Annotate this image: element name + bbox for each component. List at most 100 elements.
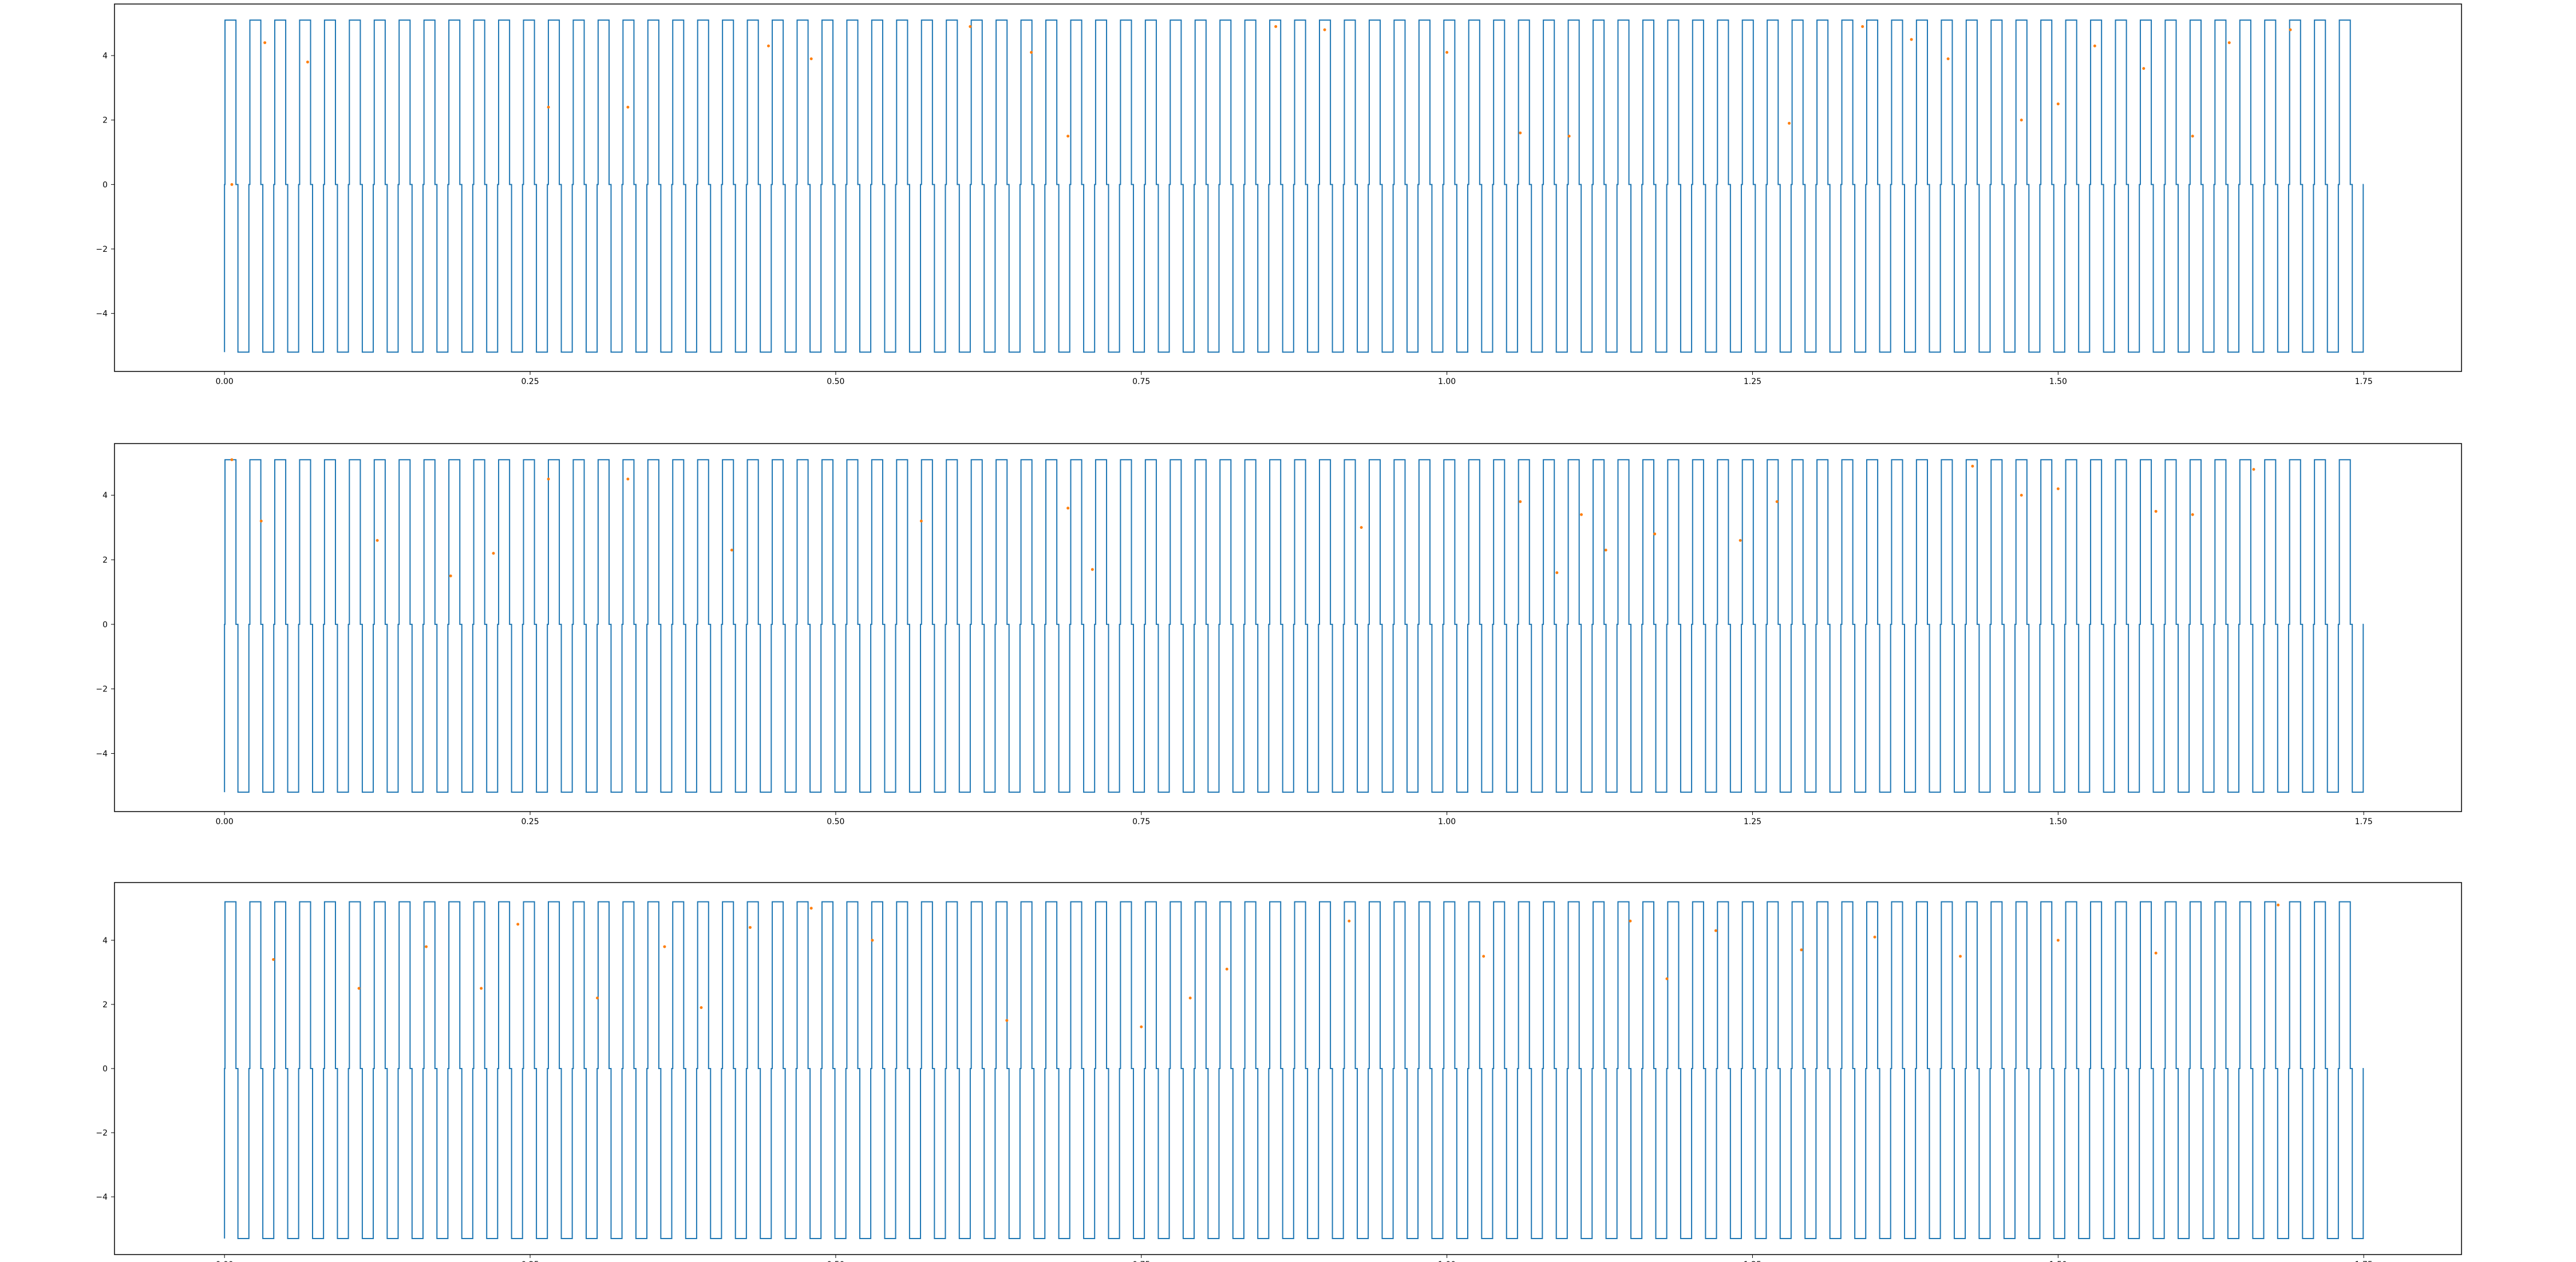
marker-point [1091,568,1094,571]
marker-point [809,57,813,61]
x-tick-label: 1.50 [2049,817,2067,826]
marker-point [1482,955,1485,958]
x-tick-label: 1.00 [1438,817,1456,826]
marker-point [1030,50,1033,54]
marker-point [2154,951,2158,955]
marker-point [626,105,630,109]
y-tick-label: −2 [96,685,108,694]
marker-point [1788,121,1791,125]
marker-point [449,574,452,577]
marker-point [1519,131,1522,134]
signal-series-line [224,901,2364,1239]
y-tick-label: 2 [102,116,108,125]
axes-frame [114,882,2462,1255]
marker-point [2056,487,2060,490]
marker-point [1910,38,1913,41]
marker-point [2191,134,2194,138]
marker-point [871,939,874,942]
x-tick-label: 0.75 [1132,1260,1150,1262]
marker-point [1665,977,1669,980]
x-tick-label: 1.75 [2355,817,2373,826]
x-tick-label: 1.50 [2049,377,2067,386]
marker-point [1946,57,1950,61]
x-tick-label: 0.25 [521,1260,539,1262]
chart-panel-1: 0.00 0.25 0.50 0.75 1.00 1.25 1.50 1.75 −4 −2 0 2 4 [96,3,2462,386]
marker-point [259,519,263,523]
y-tick-label: −4 [96,1193,108,1202]
x-tick-label: 0.25 [521,817,539,826]
x-tick-label: 0.00 [216,1260,234,1262]
marker-point [263,41,267,45]
marker-point [547,477,550,481]
marker-point [1714,929,1717,932]
marker-point [2277,903,2280,907]
marker-point [1653,532,1657,536]
marker-point [2289,28,2292,31]
marker-point [230,183,234,186]
y-tick-label: −4 [96,749,108,758]
marker-point [748,925,752,929]
marker-point [2020,118,2023,122]
marker-point [1739,539,1742,542]
marker-point [1800,948,1803,952]
axes-frame [114,3,2462,372]
x-tick-label: 1.00 [1438,377,1456,386]
y-tick-label: −4 [96,310,108,319]
y-tick-label: −2 [96,245,108,254]
marker-point [2020,493,2023,497]
marker-point [1225,967,1228,971]
marker-point [626,477,630,481]
y-tick-label: 0 [102,180,108,189]
chart-panel-2: 0.00 0.25 0.50 0.75 1.00 1.25 1.50 1.75 −4 −2 0 2 4 [96,443,2462,826]
marker-point [2227,41,2231,45]
marker-point [1604,548,1607,552]
marker-point [2154,509,2158,513]
x-tick-label: 1.25 [1744,377,1761,386]
marker-point [969,25,972,28]
marker-point [1360,526,1363,529]
marker-point [595,996,599,1000]
y-tick-label: 4 [102,491,108,500]
y-tick-label: 4 [102,936,108,945]
marker-point [2056,939,2060,942]
marker-point [2191,513,2194,516]
chart-panel-3: 0.00 0.25 0.50 0.75 1.00 1.25 1.50 1.75 −4 −2 0 2 4 [96,882,2462,1262]
x-tick-label: 0.75 [1132,377,1150,386]
signal-series-line [224,459,2364,793]
y-tick-label: 0 [102,1065,108,1074]
x-tick-label: 0.50 [827,1260,844,1262]
x-tick-label: 0.75 [1132,817,1150,826]
x-tick-label: 1.75 [2355,1260,2373,1262]
axes-frame [114,443,2462,812]
marker-point [1775,500,1779,504]
marker-point [357,987,361,990]
marker-point [1519,500,1522,504]
marker-point [425,945,428,948]
marker-point [700,1006,703,1010]
x-tick-label: 1.00 [1438,1260,1456,1262]
marker-point [1348,919,1351,923]
marker-point [547,105,550,109]
x-tick-label: 0.00 [216,817,234,826]
signal-series-line [224,19,2364,353]
x-tick-label: 1.25 [1744,817,1761,826]
y-tick-label: −2 [96,1129,108,1138]
marker-point [767,44,770,48]
marker-point [272,958,275,961]
marker-point [1971,464,1974,468]
marker-point [1873,935,1876,939]
x-tick-label: 0.25 [521,377,539,386]
x-tick-label: 0.50 [827,377,844,386]
marker-point [2252,468,2255,471]
marker-point [1861,25,1864,28]
marker-point [1066,507,1070,510]
marker-point [1323,28,1326,31]
x-tick-label: 1.25 [1744,1260,1761,1262]
marker-point [306,60,309,64]
y-tick-label: 2 [102,1000,108,1010]
marker-point [492,552,495,555]
marker-point [1567,134,1571,138]
marker-point [376,539,379,542]
marker-point [919,519,923,523]
